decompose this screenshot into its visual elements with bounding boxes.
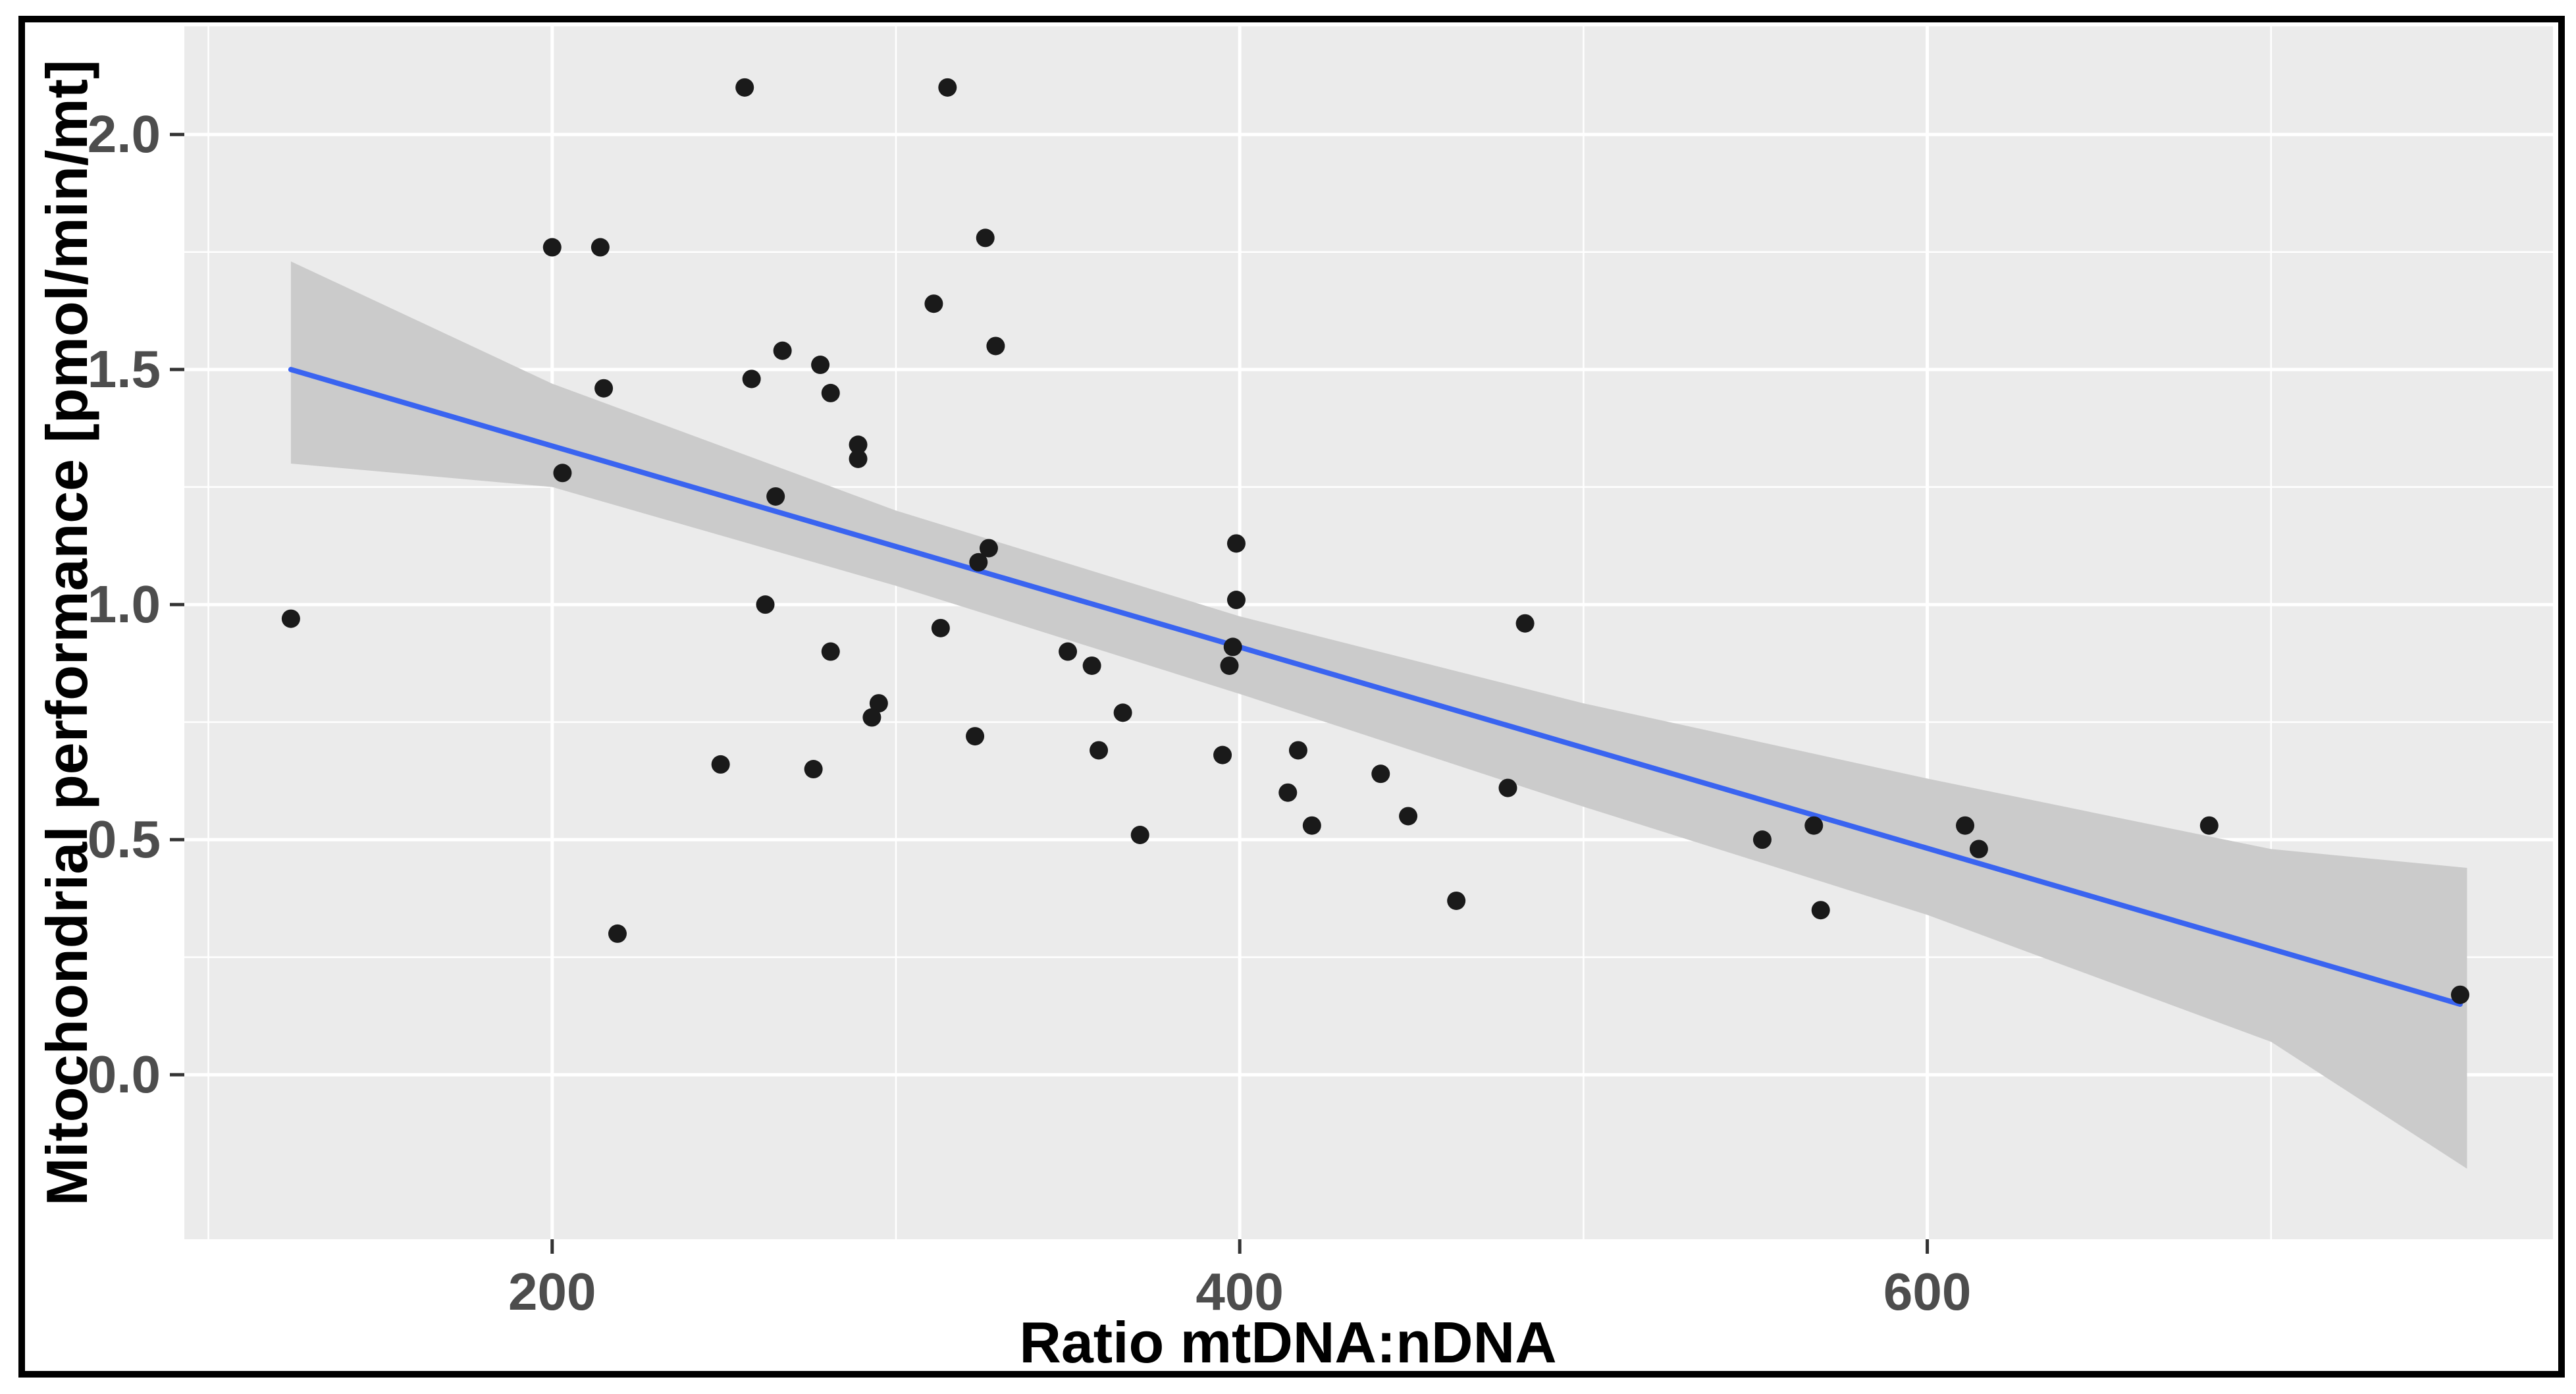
data-point [608, 924, 627, 943]
data-point [869, 694, 888, 713]
data-point [1288, 741, 1307, 760]
data-point [1130, 826, 1149, 844]
data-point [938, 78, 957, 97]
data-point [591, 238, 610, 257]
data-point [821, 642, 840, 661]
data-point [1059, 642, 1078, 661]
regression-line [288, 367, 2463, 1007]
data-point [821, 383, 840, 402]
data-point [862, 708, 881, 727]
data-point [811, 356, 830, 375]
data-point [804, 760, 823, 779]
data-point [2199, 816, 2219, 835]
data-point [849, 435, 868, 454]
data-point [542, 238, 562, 257]
data-point [1399, 807, 1418, 826]
data-point [766, 487, 785, 506]
data-point [1447, 891, 1466, 910]
data-point [756, 595, 775, 614]
y-tick-label: 1.5 [87, 340, 161, 399]
data-point [1113, 703, 1132, 722]
data-point [1969, 840, 1988, 859]
data-point [966, 727, 985, 746]
data-point [1515, 614, 1535, 633]
data-point [969, 552, 988, 572]
data-point [1220, 656, 1239, 675]
data-point [281, 609, 300, 628]
data-point [773, 341, 792, 360]
x-tick-label: 400 [1196, 1262, 1284, 1321]
data-point [1090, 741, 1109, 760]
data-point [1226, 534, 1246, 553]
y-tick-label: 2.0 [87, 105, 161, 164]
y-tick-label: 1.0 [87, 575, 161, 634]
data-point [735, 78, 754, 97]
confidence-band [290, 261, 2467, 1169]
data-point [1302, 816, 1321, 835]
data-point [553, 464, 572, 483]
data-point [2451, 985, 2470, 1004]
data-point [1213, 745, 1232, 764]
data-point [1223, 637, 1242, 657]
y-tick-label: 0.0 [87, 1045, 161, 1104]
data-point [924, 294, 943, 313]
data-point [594, 379, 614, 398]
x-tick-label: 200 [508, 1262, 596, 1321]
data-point [931, 618, 950, 637]
data-point [849, 449, 868, 468]
data-point [711, 755, 730, 774]
data-point [1498, 778, 1517, 797]
data-point [742, 369, 761, 389]
data-point [1752, 830, 1772, 849]
plot-panel [184, 26, 2553, 1239]
data-point [1956, 816, 1975, 835]
data-point [1371, 764, 1390, 784]
x-axis-title: Ratio mtDNA:nDNA [1019, 1310, 1557, 1375]
data-point [1811, 901, 1830, 920]
data-point [979, 539, 998, 558]
data-point [1278, 783, 1298, 802]
data-point [1804, 816, 1824, 835]
data-point [1082, 656, 1101, 675]
data-point [976, 228, 995, 248]
x-tick-label: 600 [1883, 1262, 1972, 1321]
y-tick-label: 0.5 [87, 810, 161, 869]
data-point [986, 336, 1005, 356]
data-point [1226, 591, 1246, 610]
